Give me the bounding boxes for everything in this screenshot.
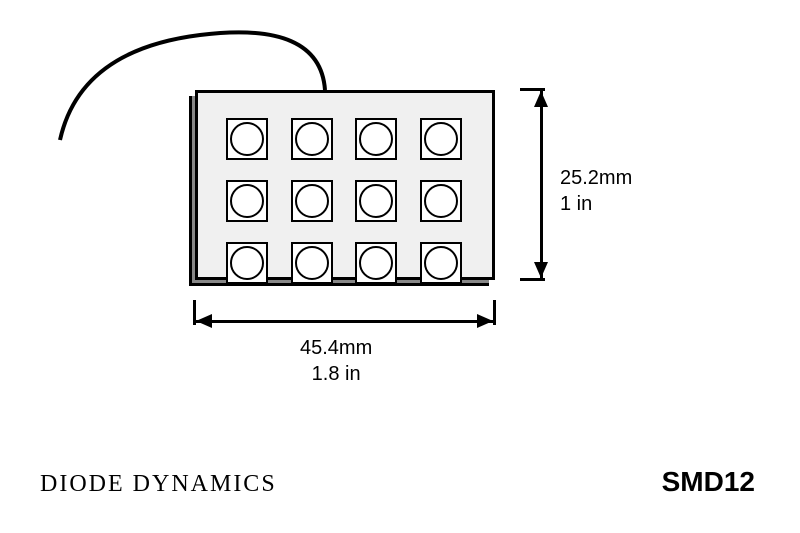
led-cell [226, 118, 268, 160]
led-cell [355, 242, 397, 284]
dim-in: 1 in [560, 191, 632, 217]
dimension-height-label: 25.2mm 1 in [560, 165, 632, 217]
led-cell [420, 242, 462, 284]
model-label: SMD12 [662, 466, 755, 498]
led-cell [291, 180, 333, 222]
dim-mm: 25.2mm [560, 165, 632, 191]
led-grid [198, 93, 492, 277]
dim-arrow [196, 314, 212, 328]
led-cell [226, 180, 268, 222]
diagram-container: 25.2mm 1 in 45.4mm 1.8 in DIODE DYNAMICS… [0, 0, 800, 533]
led-cell [291, 242, 333, 284]
dimension-width-label: 45.4mm 1.8 in [300, 335, 372, 387]
dim-line [195, 320, 495, 323]
led-cell [291, 118, 333, 160]
led-cell [420, 180, 462, 222]
dim-line [540, 90, 543, 280]
led-cell [355, 180, 397, 222]
led-cell [226, 242, 268, 284]
led-cell [355, 118, 397, 160]
led-cell [420, 118, 462, 160]
dim-mm: 45.4mm [300, 335, 372, 361]
dim-in: 1.8 in [300, 361, 372, 387]
brand-label: DIODE DYNAMICS [40, 471, 277, 498]
dim-arrow [534, 262, 548, 278]
dim-arrow [534, 91, 548, 107]
dim-arrow [477, 314, 493, 328]
board-face [195, 90, 495, 280]
